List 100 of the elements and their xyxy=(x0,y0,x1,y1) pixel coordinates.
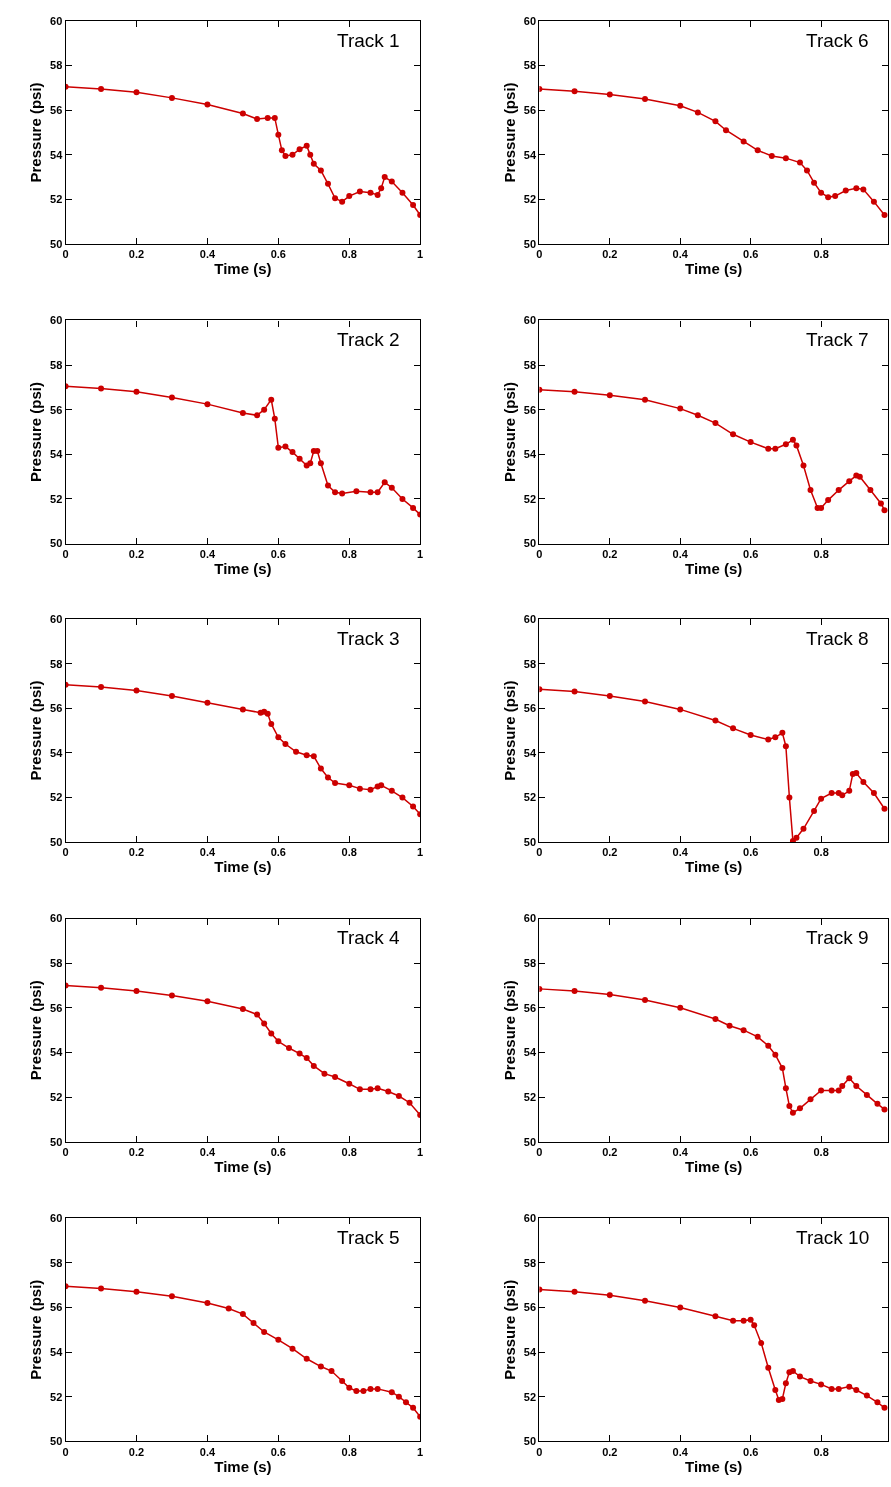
y-tick-label: 56 xyxy=(523,1301,537,1314)
x-axis-title: Time (s) xyxy=(214,1457,272,1475)
y-tick-label: 50 xyxy=(50,1135,63,1148)
x-tick-label: 0.4 xyxy=(672,248,689,261)
text: Track 7 xyxy=(806,329,869,350)
y-axis-title: Pressure (psi) xyxy=(27,680,45,781)
x-tick-label: 0.8 xyxy=(813,846,829,859)
text: Track 8 xyxy=(806,628,869,649)
y-tick-label: 56 xyxy=(50,702,63,715)
x-tick-label: 0 xyxy=(62,547,69,560)
x-tick-label: 0 xyxy=(62,846,69,859)
y-tick-label: 50 xyxy=(50,237,63,250)
y-tick-label: 54 xyxy=(50,1046,64,1059)
y-axis-title: Pressure (psi) xyxy=(501,1279,519,1380)
y-tick-label: 54 xyxy=(523,1046,537,1059)
y-axis-title: Pressure (psi) xyxy=(501,980,519,1081)
x-tick-label: 1 xyxy=(417,547,424,560)
y-tick-label: 52 xyxy=(523,492,537,505)
text: Track 2 xyxy=(337,329,400,350)
x-tick-label: 0.4 xyxy=(672,547,689,560)
y-tick-label: 50 xyxy=(50,537,63,550)
x-tick-label: 0.4 xyxy=(672,846,689,859)
y-tick-label: 52 xyxy=(50,193,63,206)
y-tick-label: 50 xyxy=(523,1435,537,1448)
x-tick-label: 0.4 xyxy=(672,1146,689,1159)
x-tick-label: 0.6 xyxy=(270,547,286,560)
y-axis-title: Pressure (psi) xyxy=(501,382,519,483)
x-tick-label: 0.2 xyxy=(602,547,618,560)
x-tick-label: 1 xyxy=(417,846,424,859)
y-tick-label: 56 xyxy=(523,702,537,715)
y-tick-label: 50 xyxy=(523,237,537,250)
x-tick-label: 0.8 xyxy=(341,1445,357,1458)
x-tick-label: 0.2 xyxy=(602,1445,618,1458)
y-tick-label: 60 xyxy=(50,14,63,27)
y-tick-label: 58 xyxy=(50,957,63,970)
y-tick-label: 60 xyxy=(523,612,537,625)
y-tick-label: 52 xyxy=(50,492,63,505)
x-tick-label: 1 xyxy=(417,1146,424,1159)
x-tick-label: 0.6 xyxy=(270,248,286,261)
y-tick-label: 52 xyxy=(50,791,63,804)
y-axis-title: Pressure (psi) xyxy=(501,680,519,781)
y-axis-title: Pressure (psi) xyxy=(501,82,519,183)
x-tick-label: 0.8 xyxy=(813,248,829,261)
y-axis-title: Pressure (psi) xyxy=(27,82,45,183)
x-tick-label: 0.2 xyxy=(128,846,145,859)
x-tick-label: 0.6 xyxy=(743,1146,759,1159)
x-tick-label: 0.2 xyxy=(128,248,145,261)
x-tick-label: 0.6 xyxy=(743,547,759,560)
x-tick-label: 0.2 xyxy=(602,1146,618,1159)
x-tick-label: 0.8 xyxy=(341,1146,357,1159)
y-tick-label: 58 xyxy=(50,1256,63,1269)
x-tick-label: 0 xyxy=(536,248,543,261)
x-axis-title: Time (s) xyxy=(685,260,743,278)
x-axis-title: Time (s) xyxy=(685,858,743,876)
y-tick-label: 58 xyxy=(523,657,537,670)
y-tick-label: 60 xyxy=(523,1211,537,1224)
text: Track 4 xyxy=(337,927,401,948)
y-tick-label: 50 xyxy=(50,836,63,849)
x-tick-label: 0 xyxy=(62,248,69,261)
x-axis-title: Time (s) xyxy=(214,858,272,876)
y-tick-label: 52 xyxy=(523,1390,537,1403)
y-tick-label: 50 xyxy=(523,1135,537,1148)
y-tick-label: 56 xyxy=(523,1001,537,1014)
text: Track 1 xyxy=(337,30,400,51)
y-tick-label: 54 xyxy=(523,746,537,759)
x-tick-label: 0.4 xyxy=(199,846,216,859)
y-tick-label: 54 xyxy=(523,148,537,161)
y-tick-label: 60 xyxy=(523,314,537,327)
y-tick-label: 60 xyxy=(523,14,537,27)
y-tick-label: 58 xyxy=(523,957,537,970)
x-tick-label: 0.2 xyxy=(128,1146,145,1159)
x-tick-label: 0 xyxy=(536,1146,543,1159)
y-tick-label: 52 xyxy=(50,1090,63,1103)
y-tick-label: 60 xyxy=(50,612,63,625)
y-tick-label: 60 xyxy=(50,314,63,327)
y-tick-label: 60 xyxy=(50,1211,63,1224)
x-tick-label: 0.2 xyxy=(128,547,145,560)
text: Track 10 xyxy=(796,1227,870,1248)
text: Track 6 xyxy=(806,30,869,51)
x-tick-label: 0.4 xyxy=(672,1445,689,1458)
text: Track 9 xyxy=(806,927,869,948)
y-axis-title: Pressure (psi) xyxy=(27,980,45,1081)
y-tick-label: 60 xyxy=(50,912,63,925)
y-tick-label: 50 xyxy=(50,1435,63,1448)
y-tick-label: 58 xyxy=(50,59,63,72)
y-tick-label: 52 xyxy=(523,193,537,206)
x-tick-label: 0.2 xyxy=(602,248,618,261)
y-tick-label: 56 xyxy=(50,403,63,416)
y-axis-title: Pressure (psi) xyxy=(27,1279,45,1380)
x-tick-label: 0.8 xyxy=(813,1445,829,1458)
y-tick-label: 54 xyxy=(523,448,537,461)
y-tick-label: 54 xyxy=(50,1345,64,1358)
x-tick-label: 0 xyxy=(536,1445,543,1458)
x-tick-label: 0.8 xyxy=(341,846,357,859)
y-tick-label: 50 xyxy=(523,537,537,550)
x-tick-label: 0.6 xyxy=(270,1445,286,1458)
x-tick-label: 0.6 xyxy=(270,846,286,859)
y-tick-label: 56 xyxy=(50,1001,63,1014)
y-tick-label: 60 xyxy=(523,912,537,925)
x-axis-title: Time (s) xyxy=(685,559,743,577)
